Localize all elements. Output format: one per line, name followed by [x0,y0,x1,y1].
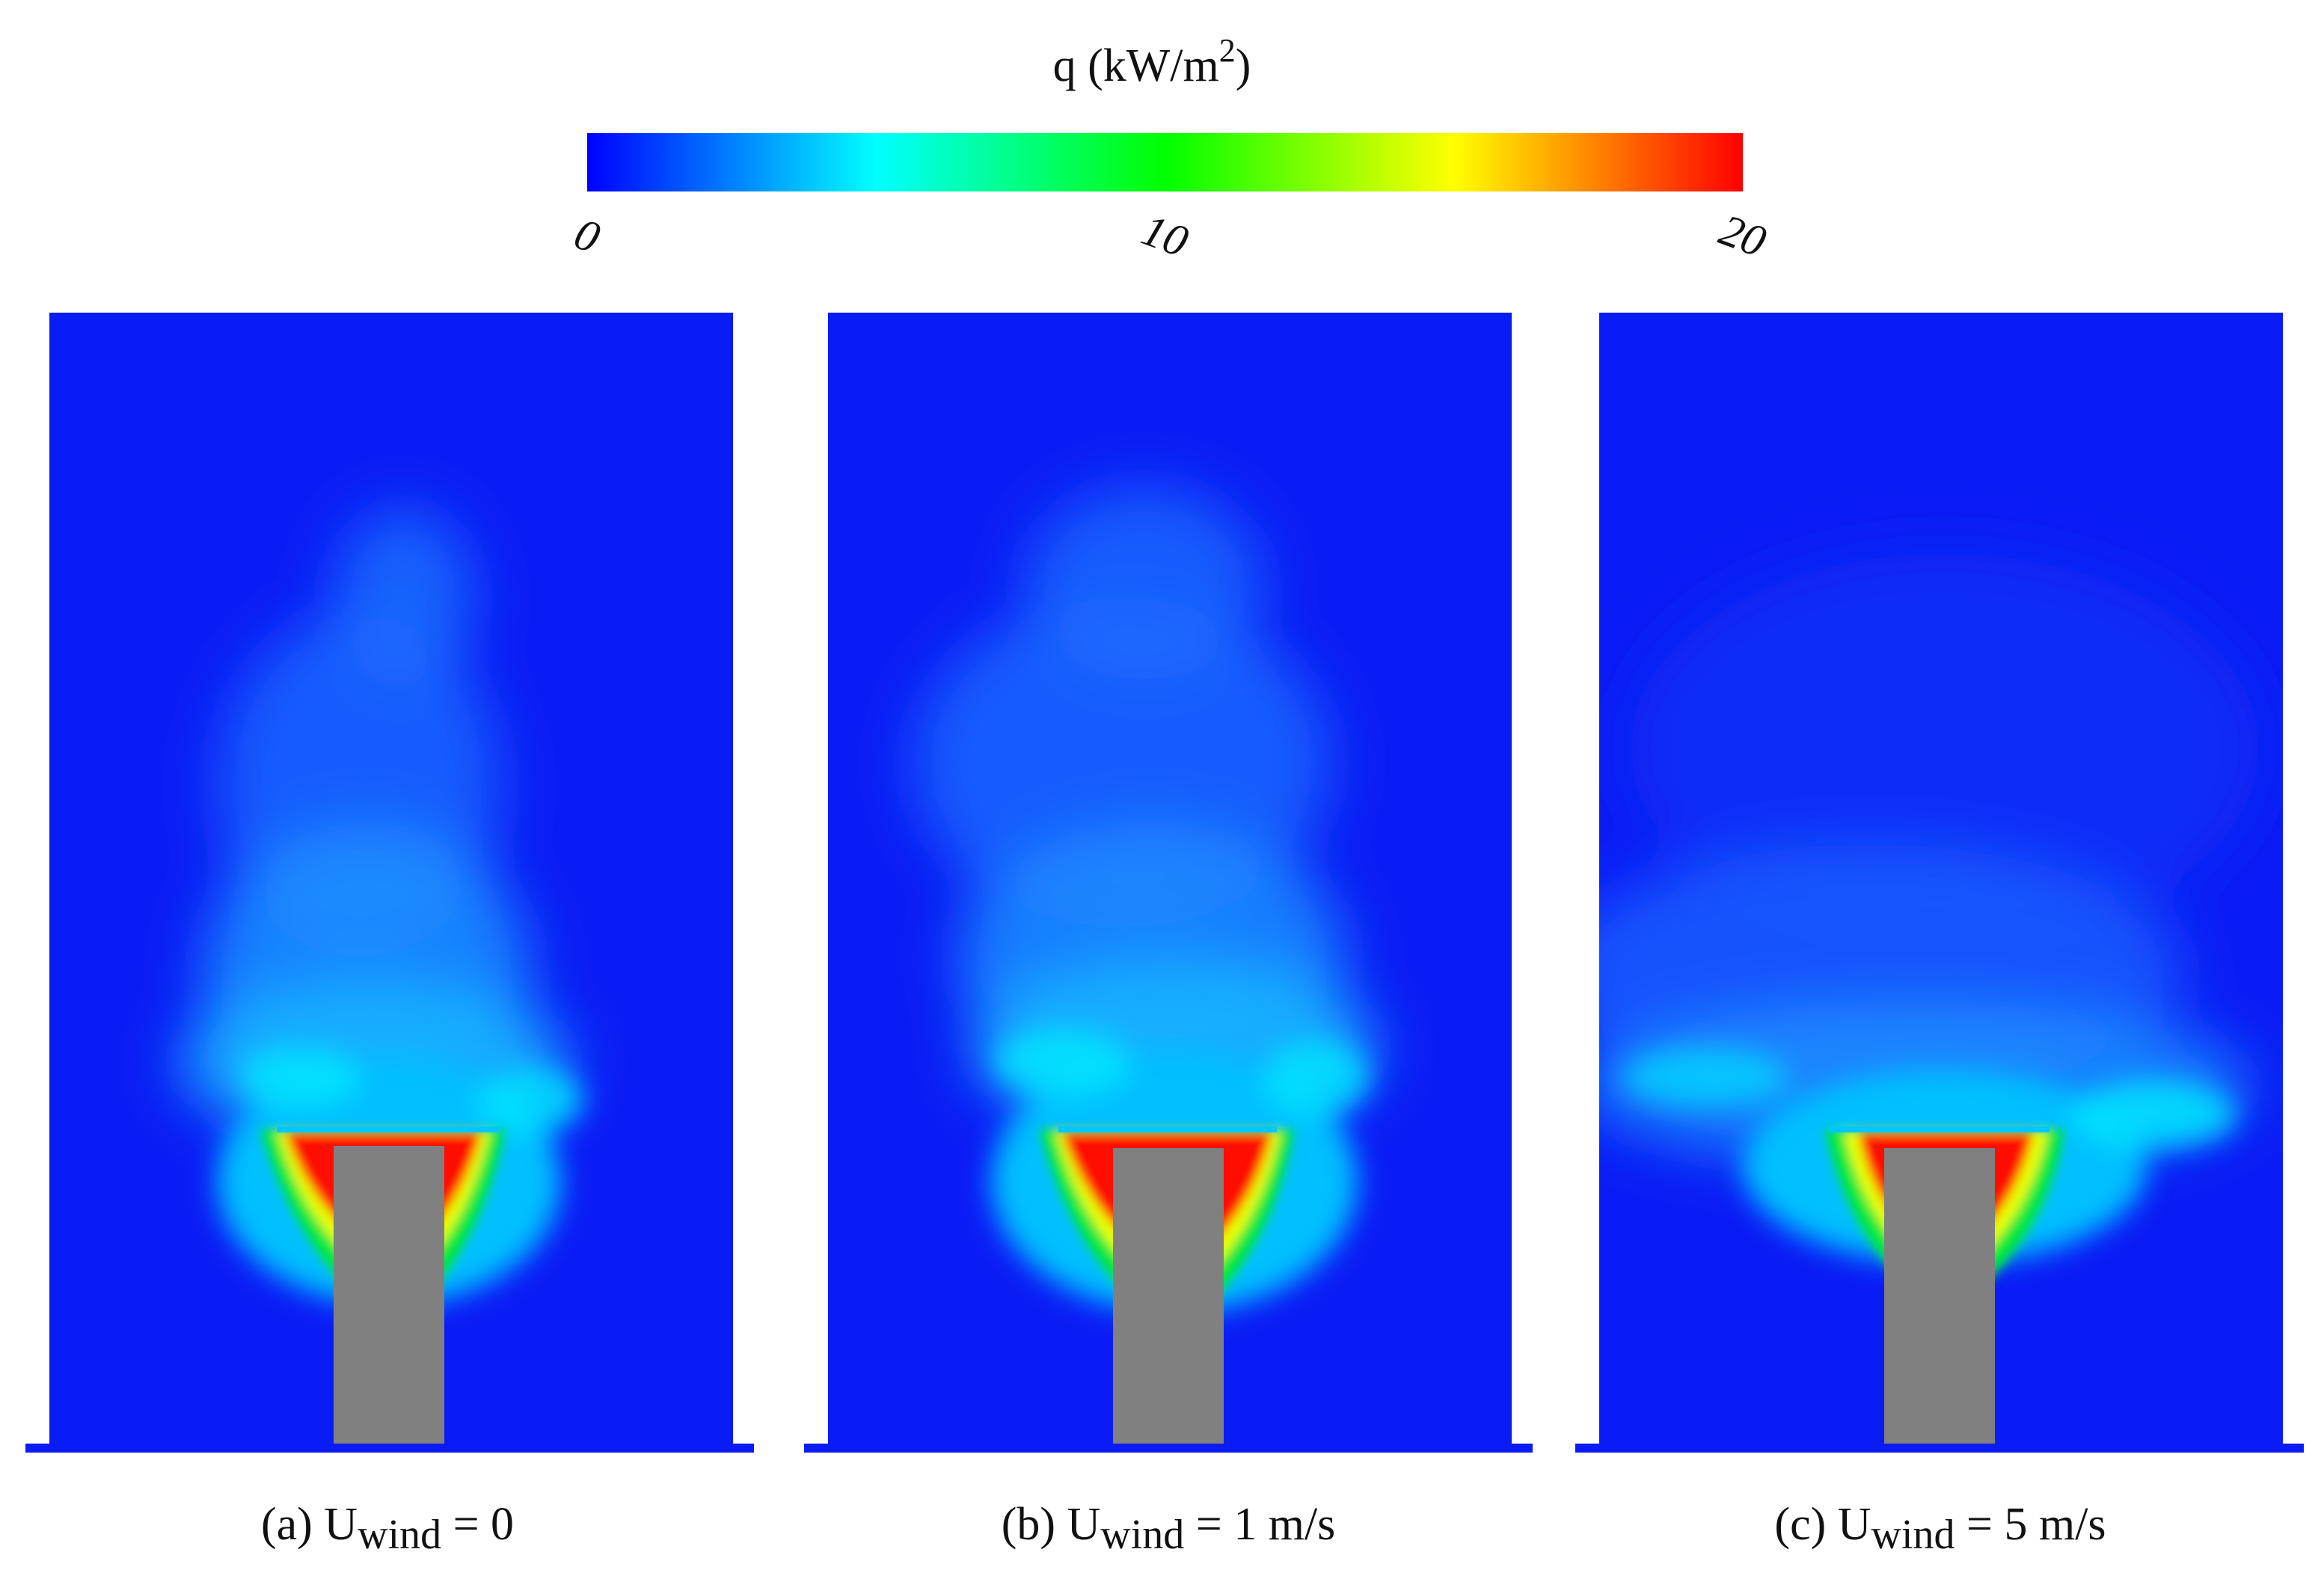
panel-c-obstacle [1884,1148,1995,1444]
colorbar-ticks: 0 10 20 [568,205,1773,267]
colorbar-gradient [587,133,1743,191]
panel-b-label-suffix: = 1 m/s [1184,1499,1335,1550]
colorbar-title-main: q (kW/m [1053,40,1219,91]
colorbar: q (kW/m2) 0 10 20 [568,32,1773,266]
panel-b-fuel-line [1058,1126,1277,1132]
panel-c-label-suffix: = 5 m/s [1955,1499,2106,1550]
panel-a-ground [25,1444,754,1453]
panel-b-label: (b) Uwind = 1 m/s [1002,1499,1336,1558]
panel-b-ground [804,1444,1533,1453]
panel-c-label-prefix: (c) U [1774,1499,1871,1550]
colorbar-title-sup: 2 [1219,32,1236,69]
panel-c-ground [1575,1444,2304,1453]
colorbar-title: q (kW/m2) [1053,32,1251,91]
panel-a-plume [180,509,568,1144]
colorbar-tick-label: 10 [1135,205,1195,267]
colorbar-tick-label: 20 [1714,205,1773,267]
panel-b: (b) Uwind = 1 m/s [804,313,1533,1558]
panel-a-label-prefix: (a) U [261,1499,358,1550]
panel-b-label-sub: wind [1100,1512,1184,1558]
colorbar-title-end: ) [1236,40,1251,91]
panel-c-label: (c) Uwind = 5 m/s [1774,1499,2106,1558]
panel-c-fuel-line [1829,1126,2049,1132]
panel-a-label-sub: wind [358,1512,441,1558]
panel-a: (a) Uwind = 0 [25,313,754,1558]
panel-a-fuel-line [277,1126,500,1132]
panel-b-obstacle [1113,1148,1224,1444]
panel-b-label-prefix: (b) U [1002,1499,1101,1550]
panel-c-label-sub: wind [1871,1512,1955,1558]
panel-a-label: (a) Uwind = 0 [261,1499,514,1558]
colorbar-tick-label: 0 [568,209,607,263]
panel-a-obstacle [334,1146,444,1444]
panel-c: (c) Uwind = 5 m/s [1575,313,2304,1558]
panel-a-label-suffix: = 0 [441,1499,514,1550]
